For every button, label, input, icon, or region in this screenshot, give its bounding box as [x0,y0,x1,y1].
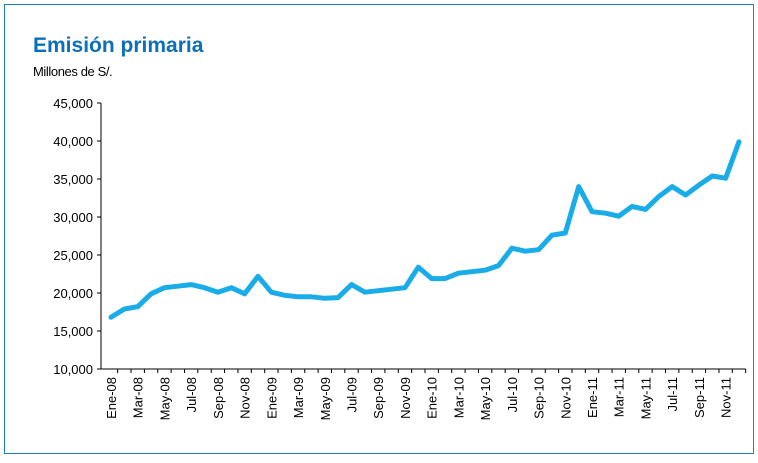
x-tick-label: Nov-10 [558,377,573,419]
y-tick-label: 35,000 [53,172,93,187]
y-tick-label: 40,000 [53,134,93,149]
x-tick-label: Nov-11 [719,377,734,418]
chart-title: Emisión primaria [33,34,204,57]
x-tick-label: Ene-10 [425,377,440,419]
frame [4,4,754,454]
x-tick-label: May-09 [318,377,333,420]
y-tick-label: 15,000 [53,324,93,339]
x-tick-label: Jul-10 [505,377,520,412]
x-tick-label: Sep-08 [211,377,226,419]
x-tick-label: Sep-10 [532,377,547,419]
chart-subtitle: Millones de S/. [33,64,112,79]
x-tick-label: Mar-10 [451,377,466,418]
x-tick-label: Jul-08 [184,377,199,412]
x-tick-label: Jul-11 [665,377,680,411]
x-tick-label: Sep-11 [692,377,707,418]
x-tick-label: May-11 [638,377,653,419]
x-tick-label: Nov-09 [398,377,413,419]
y-tick-label: 25,000 [53,248,93,263]
x-tick-label: Ene-09 [264,377,279,419]
y-tick-label: 10,000 [53,362,93,377]
y-tick-label: 20,000 [53,286,93,301]
x-tick-label: Mar-08 [131,377,146,418]
x-tick-label: Nov-08 [238,377,253,419]
x-tick-label: May-10 [478,377,493,420]
x-tick-label: Sep-09 [371,377,386,419]
x-tick-label: Ene-11 [585,377,600,418]
x-tick-label: Mar-11 [612,377,627,417]
x-tick-label: Mar-09 [291,377,306,418]
y-tick-label: 30,000 [53,210,93,225]
data-line [108,139,742,320]
x-tick-label: May-08 [157,377,172,420]
x-tick-label: Ene-08 [104,377,119,419]
y-tick-label: 45,000 [53,96,93,111]
x-tick-label: Jul-09 [345,377,360,412]
